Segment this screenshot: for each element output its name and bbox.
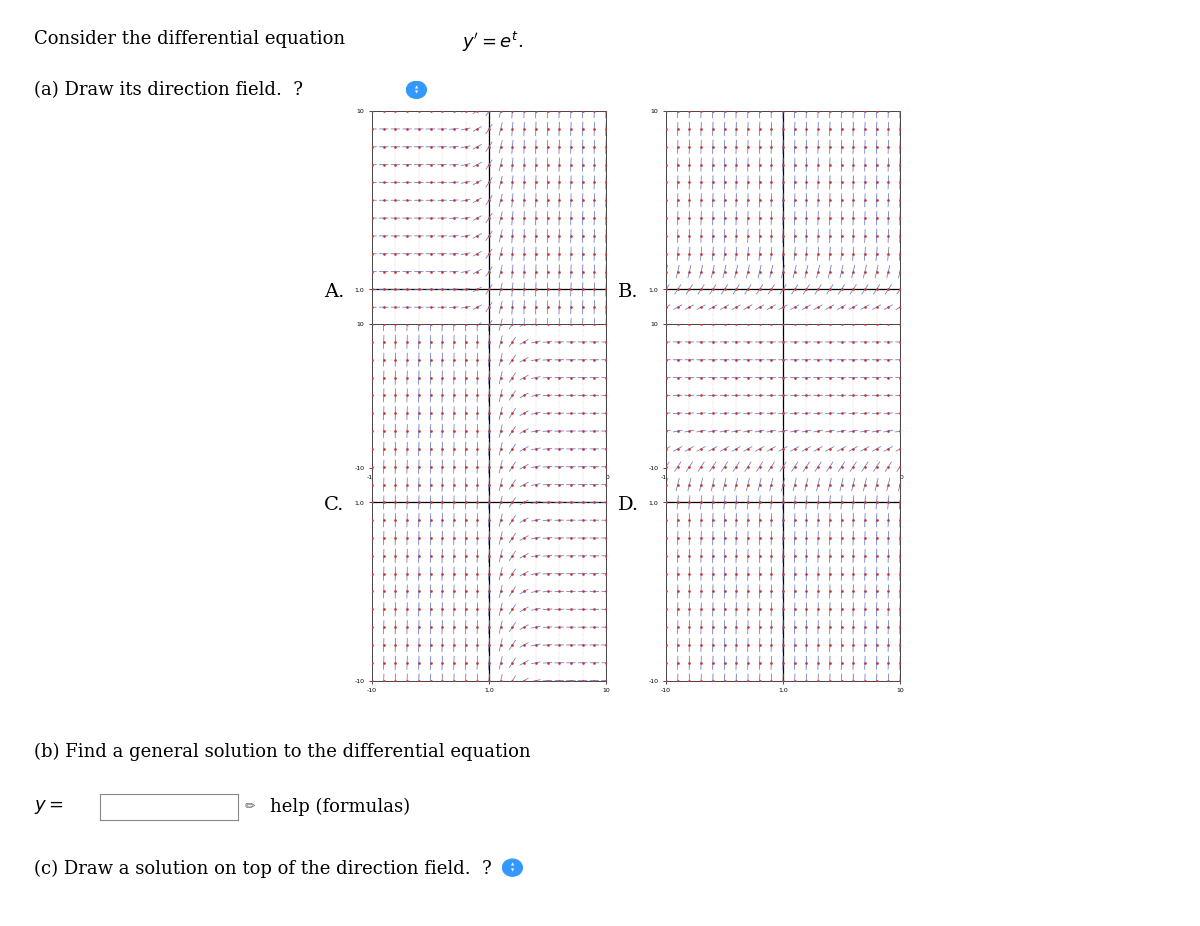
- Text: B.: B.: [618, 282, 638, 301]
- Text: (a) Draw its direction field.  ?: (a) Draw its direction field. ?: [34, 81, 302, 99]
- Text: ▼: ▼: [511, 869, 514, 872]
- Text: D.: D.: [618, 495, 640, 514]
- Text: (b) Find a general solution to the differential equation: (b) Find a general solution to the diffe…: [34, 743, 530, 761]
- Text: ✏: ✏: [245, 800, 254, 813]
- Text: ▼: ▼: [415, 91, 418, 94]
- Text: Consider the differential equation: Consider the differential equation: [34, 30, 350, 47]
- Text: A.: A.: [324, 282, 344, 301]
- Text: C.: C.: [324, 495, 344, 514]
- Text: ▲: ▲: [415, 85, 418, 89]
- Text: (c) Draw a solution on top of the direction field.  ?: (c) Draw a solution on top of the direct…: [34, 859, 491, 878]
- Text: help (formulas): help (formulas): [270, 798, 410, 817]
- Text: $y' = e^t$.: $y' = e^t$.: [462, 30, 523, 54]
- Circle shape: [407, 81, 426, 98]
- Text: ▲: ▲: [511, 863, 514, 867]
- Text: $y =$: $y =$: [34, 798, 64, 816]
- Circle shape: [503, 859, 522, 876]
